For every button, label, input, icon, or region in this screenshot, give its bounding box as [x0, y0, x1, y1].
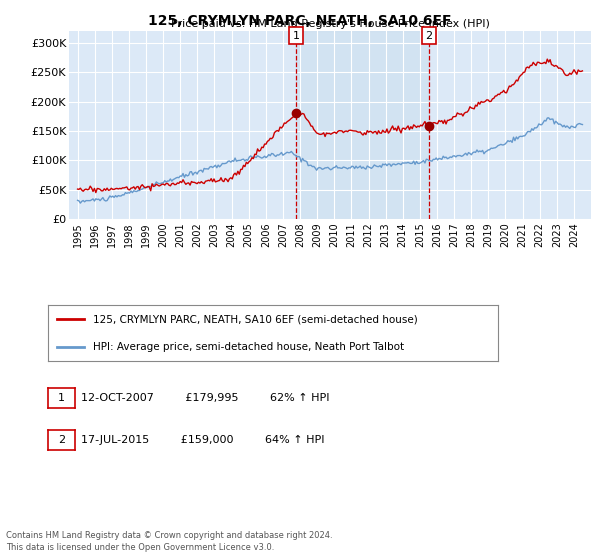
Text: This data is licensed under the Open Government Licence v3.0.: This data is licensed under the Open Gov… [6, 543, 274, 552]
Text: 2: 2 [58, 435, 65, 445]
Text: 1: 1 [58, 393, 65, 403]
Text: 125, CRYMLYN PARC, NEATH, SA10 6EF: 125, CRYMLYN PARC, NEATH, SA10 6EF [148, 14, 452, 28]
Text: 17-JUL-2015         £159,000         64% ↑ HPI: 17-JUL-2015 £159,000 64% ↑ HPI [81, 435, 325, 445]
Text: 12-OCT-2007         £179,995         62% ↑ HPI: 12-OCT-2007 £179,995 62% ↑ HPI [81, 393, 329, 403]
Bar [296, 31, 429, 220]
Title: Price paid vs. HM Land Registry's House Price Index (HPI): Price paid vs. HM Land Registry's House … [170, 18, 490, 29]
Text: 1: 1 [293, 31, 300, 41]
Text: HPI: Average price, semi-detached house, Neath Port Talbot: HPI: Average price, semi-detached house,… [93, 342, 404, 352]
Text: Contains HM Land Registry data © Crown copyright and database right 2024.: Contains HM Land Registry data © Crown c… [6, 531, 332, 540]
Text: 2: 2 [425, 31, 433, 41]
Text: 125, CRYMLYN PARC, NEATH, SA10 6EF (semi-detached house): 125, CRYMLYN PARC, NEATH, SA10 6EF (semi… [93, 314, 418, 324]
